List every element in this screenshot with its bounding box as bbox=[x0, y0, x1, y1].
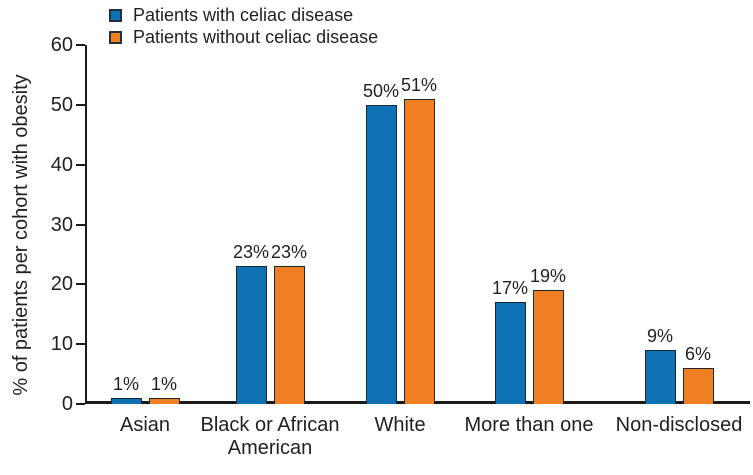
y-axis-tick-label: 20 bbox=[50, 273, 73, 296]
y-axis-tick bbox=[76, 403, 85, 405]
y-axis-tick-label: 60 bbox=[50, 34, 73, 56]
x-axis-category-more-than-one: More than one bbox=[464, 414, 594, 436]
legend-swatch-without-celiac-icon bbox=[109, 30, 122, 44]
legend-label-without-celiac: Patients without celiac disease bbox=[133, 27, 379, 47]
legend-swatch-with-celiac-icon bbox=[109, 8, 122, 22]
bar-without-celiac-more-than-one bbox=[532, 290, 564, 404]
bar-value-label-with-celiac-more-than-one: 17% bbox=[491, 278, 529, 299]
x-axis-category-black-or-african-american: Black or African American bbox=[200, 414, 340, 460]
bar-without-celiac-asian bbox=[148, 398, 180, 404]
bar-value-label-without-celiac-black-or-african-american: 23% bbox=[270, 242, 308, 263]
bar-value-label-with-celiac-black-or-african-american: 23% bbox=[232, 242, 270, 263]
legend-label-with-celiac: Patients with celiac disease bbox=[133, 5, 354, 25]
bar-with-celiac-more-than-one bbox=[494, 302, 526, 404]
x-axis-category-white: White bbox=[374, 414, 426, 436]
bar-without-celiac-black-or-african-american bbox=[273, 266, 305, 404]
bar-value-label-with-celiac-asian: 1% bbox=[112, 374, 139, 395]
plot-area: 0 10 20 30 40 50 60 1% 23% 50% 17% 9% 1% 23% 51% 19% 6% A… bbox=[51, 34, 750, 459]
y-axis-tick-label: 30 bbox=[50, 213, 73, 236]
x-axis-category-asian: Asian bbox=[119, 414, 171, 436]
bar-with-celiac-black-or-african-american bbox=[235, 266, 267, 404]
bar-value-label-without-celiac-asian: 1% bbox=[150, 374, 177, 395]
bar-with-celiac-non-disclosed bbox=[644, 350, 676, 404]
legend-item-with-celiac: Patients with celiac disease bbox=[109, 4, 378, 26]
bar-value-label-without-celiac-white: 51% bbox=[400, 74, 438, 95]
bar-value-label-with-celiac-non-disclosed: 9% bbox=[646, 326, 673, 347]
y-axis-tick bbox=[76, 343, 85, 346]
y-axis-tick bbox=[76, 103, 85, 106]
x-axis-category-non-disclosed: Non-disclosed bbox=[615, 414, 743, 436]
y-axis-tick bbox=[76, 223, 85, 226]
bar-value-label-without-celiac-non-disclosed: 6% bbox=[684, 344, 711, 365]
y-axis-tick-label: 50 bbox=[50, 93, 73, 116]
y-axis-tick bbox=[76, 44, 85, 46]
bar-value-label-with-celiac-white: 50% bbox=[362, 80, 400, 101]
y-axis-tick-label: 0 bbox=[61, 393, 73, 415]
chart-legend: Patients with celiac disease Patients wi… bbox=[109, 4, 378, 48]
y-axis-tick-label: 10 bbox=[50, 333, 73, 356]
y-axis-tick-label: 40 bbox=[50, 153, 73, 176]
bar-without-celiac-non-disclosed bbox=[682, 368, 714, 404]
bar-value-label-without-celiac-more-than-one: 19% bbox=[529, 266, 567, 287]
bar-with-celiac-asian bbox=[110, 398, 142, 404]
y-axis-line bbox=[85, 45, 87, 404]
y-axis-tick bbox=[76, 163, 85, 166]
bar-with-celiac-white bbox=[365, 104, 397, 404]
bar-without-celiac-white bbox=[403, 98, 435, 404]
legend-item-without-celiac: Patients without celiac disease bbox=[109, 26, 378, 48]
y-axis-tick bbox=[76, 283, 85, 286]
